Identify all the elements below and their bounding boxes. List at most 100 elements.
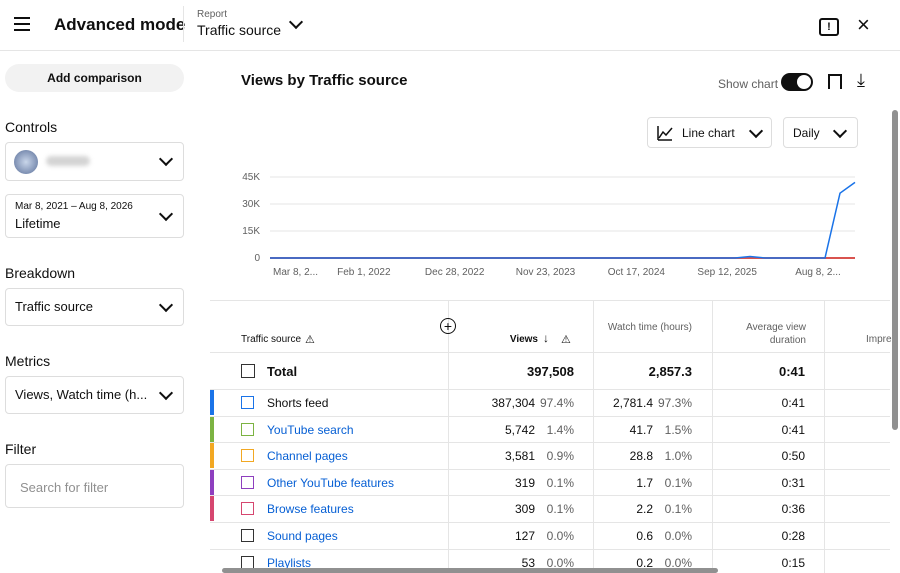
menu-button[interactable] — [14, 17, 30, 31]
column-divider — [712, 300, 713, 573]
interval-select[interactable]: Daily — [783, 117, 858, 148]
checkbox[interactable] — [241, 529, 254, 542]
row-color — [210, 390, 214, 415]
section-label: Metrics — [5, 353, 51, 369]
x-tick-label: Oct 17, 2024 — [608, 267, 666, 278]
views: 5,742 — [504, 422, 535, 437]
blurred-name — [46, 156, 90, 166]
section-label: Filter — [5, 441, 37, 457]
filter-input[interactable]: Search for filter — [5, 464, 184, 508]
x-tick-label: Sep 12, 2025 — [697, 267, 757, 278]
checkbox[interactable] — [241, 422, 254, 436]
checkbox[interactable] — [241, 555, 254, 569]
checkbox[interactable] — [241, 449, 254, 463]
avg-duration: 0:41 — [781, 422, 805, 437]
page-title: Advanced mode — [54, 15, 186, 34]
column-header: Views — [509, 334, 538, 345]
date-select[interactable]: Mar 8, 2021 – Aug 8, 2026 Lifetime — [5, 194, 184, 238]
row-color — [210, 443, 214, 469]
watch-pct: 1.5% — [664, 422, 692, 437]
source-name: Total — [267, 364, 298, 379]
chart-toggle[interactable] — [781, 73, 813, 91]
views: 397,508 — [527, 364, 574, 379]
feedback-button[interactable]: ! — [819, 18, 839, 36]
report-label: Report — [197, 9, 228, 20]
views-pct: 97.4% — [540, 396, 575, 410]
x-tick-label: Feb 1, 2022 — [337, 267, 391, 278]
checkbox[interactable] — [241, 502, 254, 516]
watch-pct: 0.1% — [664, 475, 692, 490]
row-divider — [210, 389, 890, 390]
select-value: Traffic source — [15, 299, 94, 314]
section-label: Breakdown — [5, 265, 76, 281]
metrics-select[interactable]: Views, Watch time (h... — [5, 376, 184, 414]
watch-time: 1.7 — [636, 475, 653, 490]
warning-icon: ⚠ — [561, 334, 571, 346]
report-name[interactable]: Traffic source — [197, 22, 282, 38]
download-button[interactable]: ⤓ — [857, 70, 865, 90]
toggle-label: Show chart — [718, 77, 779, 91]
avg-duration: 0:41 — [781, 396, 805, 410]
source-name[interactable]: Other YouTube features — [267, 475, 394, 490]
h-scrollbar[interactable] — [222, 568, 718, 573]
divider — [210, 300, 890, 301]
x-tick-label: Mar 8, 2... — [273, 267, 318, 278]
row-divider — [210, 415, 890, 417]
v-scrollbar[interactable] — [892, 110, 898, 430]
watch-time: 41.7 — [629, 422, 653, 437]
column-divider — [448, 300, 449, 573]
date-period: Lifetime — [15, 216, 61, 231]
source-name[interactable]: YouTube search — [267, 422, 354, 437]
x-tick-label: Aug 8, 2... — [795, 267, 841, 278]
views: 309 — [514, 502, 535, 517]
column-header: Watch time (hours) — [607, 322, 692, 333]
views-pct: 0.0% — [546, 529, 574, 543]
source-name[interactable]: Playlists — [267, 555, 312, 570]
row-divider — [210, 468, 890, 470]
placeholder: Search for filter — [20, 480, 109, 495]
checkbox[interactable] — [241, 475, 254, 489]
views-pct: 0.0% — [546, 555, 574, 570]
row-color — [210, 416, 214, 442]
avg-duration: 0:28 — [781, 529, 805, 543]
column-divider — [593, 300, 594, 573]
breakdown-select[interactable]: Traffic source — [5, 288, 184, 326]
row-divider — [210, 522, 890, 523]
add-column-button[interactable]: + — [440, 318, 456, 334]
line-icon — [657, 126, 673, 141]
y-tick-label: 15K — [242, 226, 260, 237]
avatar — [14, 150, 38, 174]
watch-pct: 0.0% — [664, 555, 692, 570]
views-pct: 0.1% — [546, 502, 574, 517]
views: 387,304 — [491, 396, 535, 410]
chart-type-select[interactable]: Line chart — [647, 117, 772, 148]
bookmark-button[interactable] — [828, 74, 842, 89]
column-header: Impre — [866, 334, 892, 345]
source-name[interactable]: Channel pages — [267, 449, 348, 464]
y-tick-label: 30K — [242, 199, 260, 210]
section-label: Controls — [5, 119, 58, 135]
y-tick-label: 45K — [242, 172, 260, 183]
checkbox[interactable] — [241, 364, 255, 378]
checkbox[interactable] — [241, 396, 254, 409]
chart: 0 15K 30K 45K Mar 8, 2... Feb 1, 2022 Dec 28, … — [242, 172, 856, 278]
close-button[interactable]: × — [857, 12, 870, 37]
sort-icon: ↓ — [543, 331, 549, 345]
avg-duration: 0:15 — [781, 555, 805, 570]
avg-duration: 0:50 — [781, 449, 805, 464]
row-divider — [210, 495, 890, 497]
views-pct: 1.4% — [546, 422, 574, 437]
select-value: Daily — [793, 126, 820, 140]
watch-pct: 0.1% — [664, 502, 692, 517]
watch-time: 28.8 — [629, 449, 653, 464]
source-name[interactable]: Sound pages — [267, 529, 338, 543]
views: 127 — [514, 529, 535, 543]
views: 319 — [514, 475, 535, 490]
add-comparison-button[interactable]: Add comparison — [5, 64, 184, 92]
views-pct: 0.9% — [546, 449, 574, 464]
series-line — [270, 181, 856, 259]
channel-select[interactable] — [5, 142, 184, 181]
source-name[interactable]: Browse features — [267, 502, 354, 517]
column-header: Average view duration — [746, 322, 806, 346]
